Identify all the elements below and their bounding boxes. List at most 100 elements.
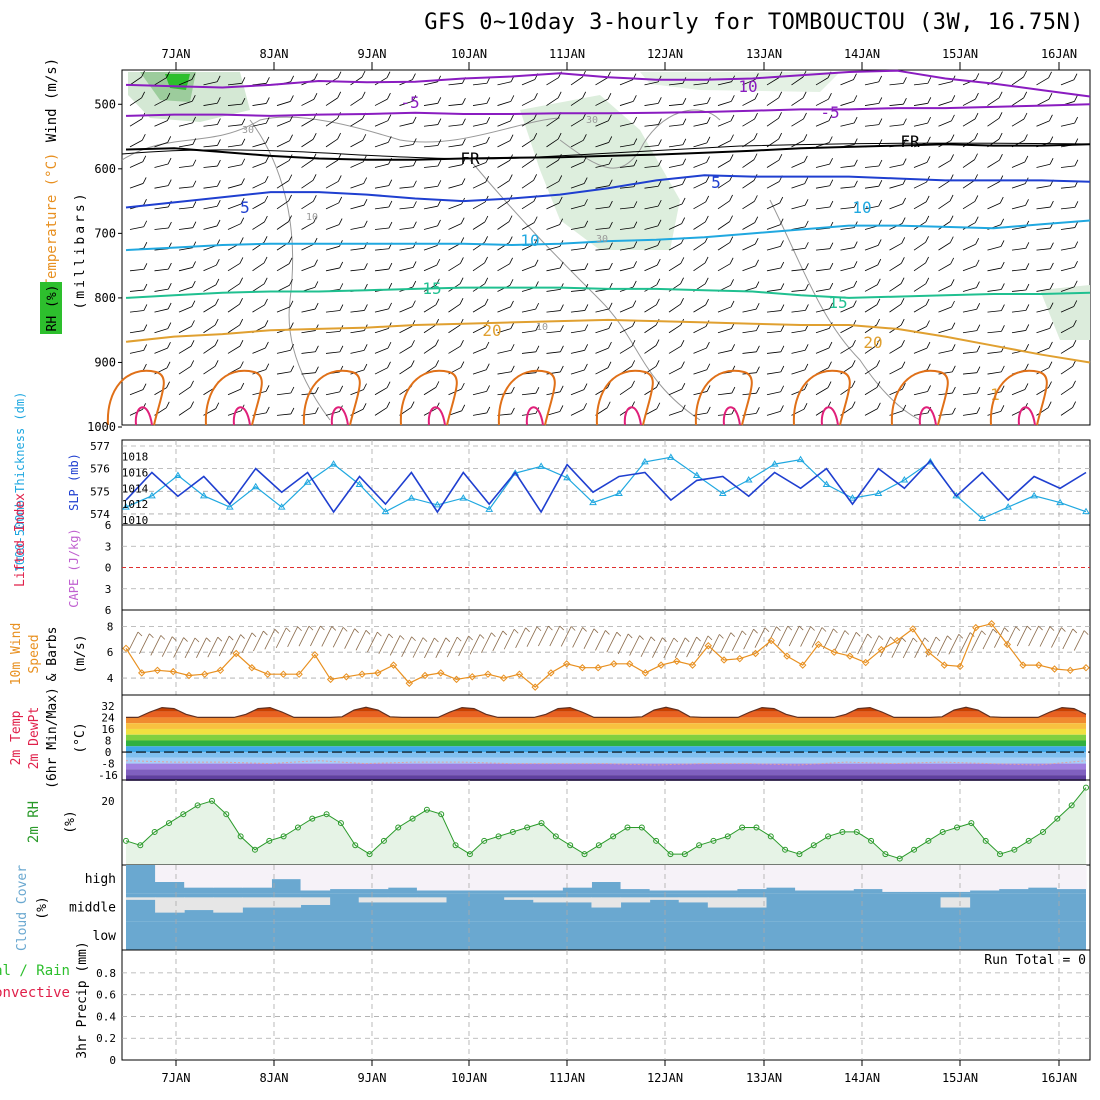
wind-barb bbox=[658, 118, 662, 125]
wind-barb bbox=[485, 341, 490, 349]
wind-barb bbox=[926, 363, 931, 370]
wind-barb bbox=[1036, 327, 1050, 334]
wind-barb bbox=[766, 391, 781, 396]
wind10-barb bbox=[867, 633, 872, 639]
wind-barb bbox=[780, 240, 784, 247]
wind-barb bbox=[290, 344, 294, 351]
wind-barb bbox=[840, 345, 853, 354]
wind-barb bbox=[265, 341, 269, 349]
wind-barb bbox=[987, 202, 1001, 210]
wind-barb bbox=[546, 181, 559, 189]
wind10-barb bbox=[720, 632, 732, 653]
wind-barb bbox=[1024, 134, 1028, 141]
wind-barb bbox=[840, 100, 854, 106]
wind-barb bbox=[927, 116, 932, 124]
slp-line bbox=[125, 459, 1087, 514]
wind-barb bbox=[1001, 283, 1005, 290]
wind-barb bbox=[423, 304, 437, 313]
wind-barb bbox=[864, 205, 879, 210]
wind-barb bbox=[780, 304, 785, 311]
cloud-middle-gap bbox=[707, 897, 738, 908]
wind-barb bbox=[436, 258, 441, 266]
temp-band bbox=[126, 728, 1086, 735]
wind-barb bbox=[178, 186, 193, 189]
wind-barb bbox=[241, 138, 246, 146]
wind-barb bbox=[1074, 261, 1078, 268]
wind10-barb bbox=[469, 634, 481, 655]
wind-barb bbox=[325, 391, 340, 396]
wind10-barb bbox=[627, 633, 633, 639]
wind-barb bbox=[644, 145, 659, 148]
wind-barb bbox=[852, 300, 857, 307]
wind-barb bbox=[926, 320, 930, 327]
wind-barb bbox=[780, 325, 785, 332]
wind10-barb bbox=[263, 630, 268, 636]
wind-barb bbox=[987, 181, 1001, 189]
wind-barb bbox=[387, 114, 392, 121]
temp-band bbox=[126, 746, 1086, 753]
wind-barb bbox=[927, 385, 931, 392]
wind10-barb bbox=[969, 632, 975, 637]
wind-barb bbox=[864, 387, 878, 396]
wind-barb bbox=[1001, 304, 1005, 311]
wind-barb bbox=[731, 386, 736, 394]
wind-barb bbox=[216, 75, 221, 82]
wind-barb bbox=[1060, 386, 1073, 396]
wind10-barb bbox=[1073, 630, 1085, 651]
wind10-marker bbox=[1019, 661, 1027, 669]
wind-barb bbox=[252, 201, 265, 210]
wind-barb bbox=[962, 180, 975, 189]
wind-barb bbox=[266, 77, 270, 84]
wind-barb bbox=[227, 203, 242, 210]
wind10-barb bbox=[629, 635, 640, 656]
wind-barb bbox=[374, 142, 389, 148]
wind-barb bbox=[864, 81, 879, 86]
cloud-high-gap bbox=[475, 865, 505, 891]
rh2m-marker bbox=[724, 833, 731, 840]
cloud-middle-gap bbox=[940, 897, 971, 908]
wind-barb bbox=[656, 278, 661, 286]
wind-barb bbox=[804, 344, 809, 351]
wind-barb bbox=[644, 165, 659, 168]
rh2m-marker bbox=[767, 833, 774, 840]
wind10-marker bbox=[767, 636, 775, 645]
wind-barb bbox=[142, 155, 147, 162]
wind10-marker bbox=[342, 673, 351, 681]
wind-barb bbox=[1036, 120, 1050, 127]
wind-barb bbox=[829, 179, 834, 186]
wind-barb bbox=[1048, 71, 1052, 78]
wind10-barb bbox=[582, 627, 587, 632]
wind10-barb bbox=[924, 637, 929, 643]
wind-barb bbox=[756, 345, 760, 352]
wind-barb bbox=[913, 82, 928, 86]
rh2m-marker bbox=[366, 851, 373, 858]
wind-barb bbox=[766, 224, 781, 230]
wind-barb bbox=[876, 339, 880, 346]
wind-barb bbox=[301, 222, 314, 230]
isotherm-30 bbox=[918, 406, 937, 426]
wind-barb bbox=[265, 136, 270, 144]
wind-barb bbox=[584, 304, 589, 311]
wind-barb bbox=[276, 349, 291, 354]
wind-barb bbox=[252, 103, 267, 106]
wind-barb bbox=[656, 402, 661, 409]
wind-barb bbox=[803, 134, 808, 141]
wind-barb bbox=[423, 102, 438, 106]
wind10-barb bbox=[401, 636, 412, 657]
wind-barb bbox=[668, 203, 683, 210]
wind-barb bbox=[203, 205, 218, 210]
wind10-barb bbox=[424, 637, 435, 659]
wind-barb bbox=[999, 71, 1003, 78]
isotherm-label: -5 bbox=[820, 103, 839, 122]
wind-barb bbox=[167, 322, 172, 329]
wind-barb bbox=[633, 221, 638, 228]
thickness-tick: 574 bbox=[90, 508, 110, 521]
wind-barb bbox=[461, 404, 466, 411]
wind-barb bbox=[301, 372, 316, 375]
wind10-barb bbox=[549, 625, 561, 647]
wind10-barb bbox=[662, 637, 667, 642]
wind-barb bbox=[485, 363, 490, 370]
wind-barb bbox=[901, 217, 906, 224]
thickness-marker bbox=[148, 491, 156, 499]
wind-barb bbox=[717, 392, 732, 396]
